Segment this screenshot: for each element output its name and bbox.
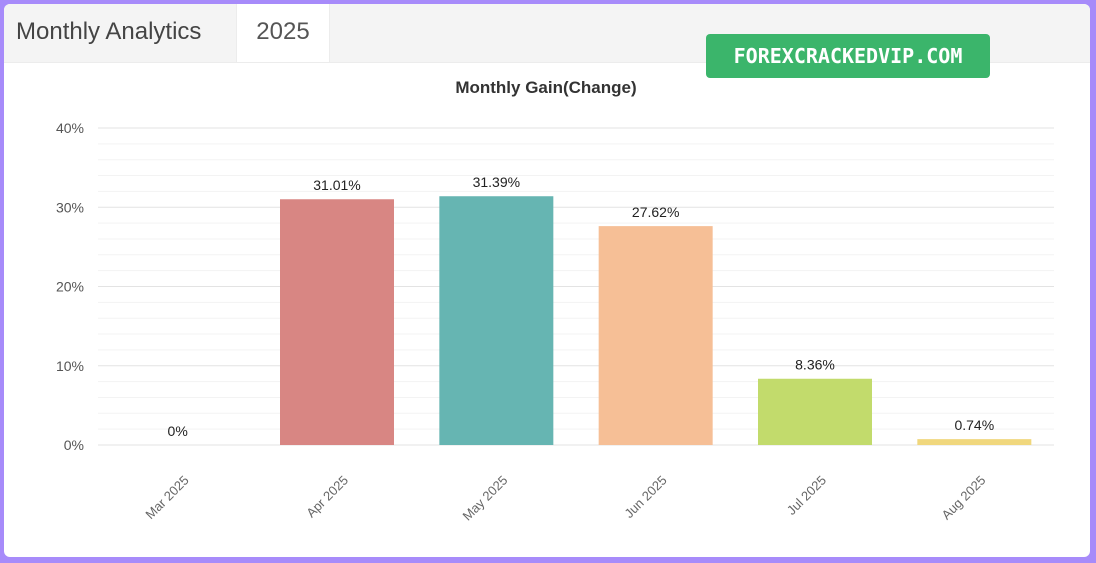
data-label: 31.39% bbox=[473, 174, 520, 190]
y-tick-label: 40% bbox=[56, 120, 84, 136]
y-tick-label: 0% bbox=[64, 437, 84, 453]
bar[interactable] bbox=[280, 199, 394, 445]
data-label: 8.36% bbox=[795, 357, 835, 373]
y-tick-label: 10% bbox=[56, 358, 84, 374]
y-tick-label: 20% bbox=[56, 279, 84, 295]
tab-bar: Monthly Analytics 2025 bbox=[4, 4, 1090, 63]
x-tick-label: Aug 2025 bbox=[938, 473, 988, 523]
data-label: 31.01% bbox=[313, 177, 360, 193]
data-label: 27.62% bbox=[632, 204, 679, 220]
bar[interactable] bbox=[758, 378, 872, 445]
y-tick-label: 30% bbox=[56, 199, 84, 215]
tab-2025[interactable]: 2025 bbox=[236, 4, 330, 62]
data-label: 0% bbox=[168, 423, 188, 439]
bar[interactable] bbox=[439, 196, 554, 445]
x-tick-label: May 2025 bbox=[459, 473, 510, 524]
tab-monthly-analytics[interactable]: Monthly Analytics bbox=[16, 18, 202, 45]
chart-title: Monthly Gain(Change) bbox=[455, 78, 636, 97]
x-tick-label: Mar 2025 bbox=[142, 473, 191, 522]
x-tick-label: Apr 2025 bbox=[303, 473, 351, 521]
bar[interactable] bbox=[598, 226, 713, 445]
monthly-gain-chart: Monthly Gain(Change) 0% 10% 20% 30% 40% 0% 31… bbox=[56, 78, 1054, 524]
grid-lines bbox=[98, 127, 1054, 446]
data-labels: 0% 31.01% 31.39% 27.62% 8.36% 0.74% bbox=[168, 174, 995, 439]
bar[interactable] bbox=[917, 439, 1032, 445]
bars bbox=[280, 196, 1032, 445]
watermark-badge: FOREXCRACKEDVIP.COM bbox=[706, 34, 990, 78]
x-tick-label: Jul 2025 bbox=[784, 473, 829, 518]
data-label: 0.74% bbox=[954, 417, 994, 433]
x-tick-label: Jun 2025 bbox=[621, 473, 669, 521]
y-axis-ticks: 0% 10% 20% 30% 40% bbox=[56, 120, 84, 453]
analytics-panel: Monthly Analytics 2025 FOREXCRACKEDVIP.C… bbox=[4, 4, 1090, 557]
x-axis-ticks: Mar 2025 Apr 2025 May 2025 Jun 2025 Jul 2025… bbox=[142, 473, 988, 524]
